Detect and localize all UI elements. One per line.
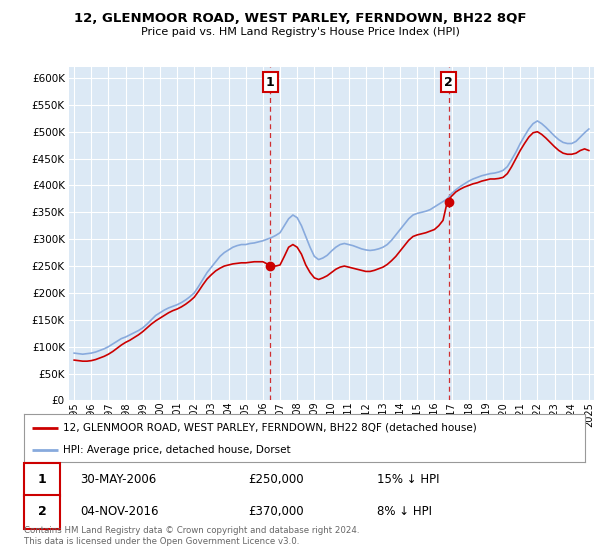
Text: Contains HM Land Registry data © Crown copyright and database right 2024.
This d: Contains HM Land Registry data © Crown c…	[24, 526, 359, 546]
Text: 04-NOV-2016: 04-NOV-2016	[80, 505, 158, 519]
Text: HPI: Average price, detached house, Dorset: HPI: Average price, detached house, Dors…	[63, 445, 291, 455]
FancyBboxPatch shape	[24, 495, 61, 529]
Text: 12, GLENMOOR ROAD, WEST PARLEY, FERNDOWN, BH22 8QF (detached house): 12, GLENMOOR ROAD, WEST PARLEY, FERNDOWN…	[63, 423, 477, 433]
Text: 2: 2	[38, 505, 47, 519]
Text: 1: 1	[38, 473, 47, 486]
Text: 12, GLENMOOR ROAD, WEST PARLEY, FERNDOWN, BH22 8QF: 12, GLENMOOR ROAD, WEST PARLEY, FERNDOWN…	[74, 12, 526, 25]
Text: 15% ↓ HPI: 15% ↓ HPI	[377, 473, 440, 486]
Text: 8% ↓ HPI: 8% ↓ HPI	[377, 505, 433, 519]
Text: 30-MAY-2006: 30-MAY-2006	[80, 473, 157, 486]
Text: £250,000: £250,000	[248, 473, 304, 486]
Text: £370,000: £370,000	[248, 505, 304, 519]
FancyBboxPatch shape	[24, 463, 61, 496]
Text: Price paid vs. HM Land Registry's House Price Index (HPI): Price paid vs. HM Land Registry's House …	[140, 27, 460, 37]
Text: 1: 1	[266, 76, 274, 88]
Text: 2: 2	[445, 76, 453, 88]
